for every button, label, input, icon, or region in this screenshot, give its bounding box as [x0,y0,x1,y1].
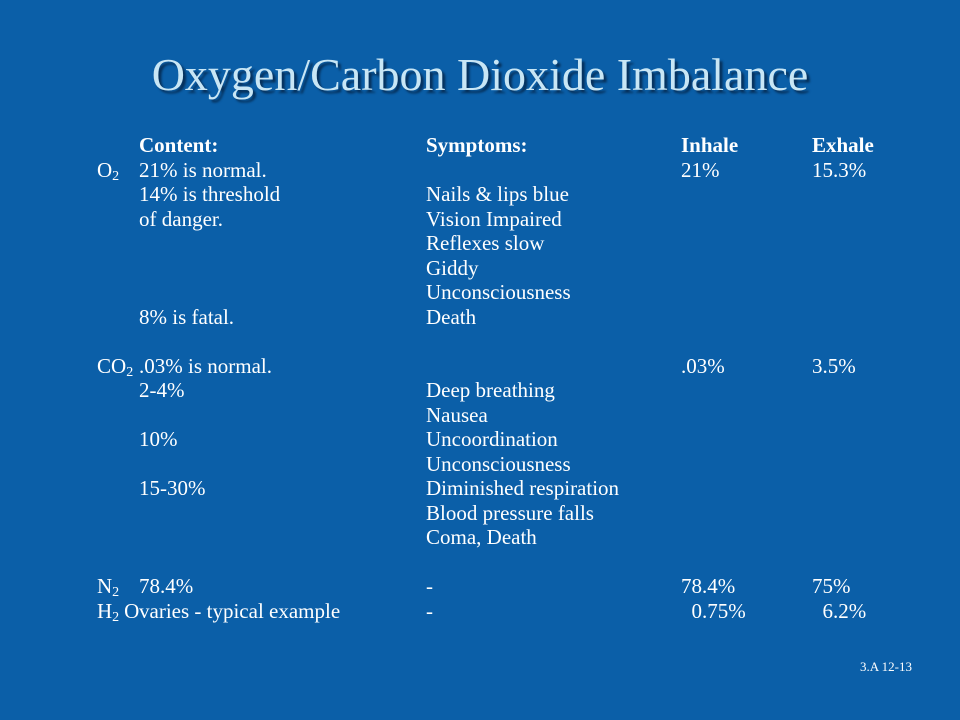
gas-subscript: 2 [112,585,120,600]
content-cell: 78.4% [139,574,194,598]
symptoms-cell: Uncoordination [426,427,558,451]
slide-title: Oxygen/Carbon Dioxide Imbalance [151,49,809,100]
symptoms-cell: Symptoms: [426,133,528,157]
inhale-cell: 21% [681,157,720,182]
gas-subscript: 2 [126,364,134,380]
symptoms-cell: Reflexes slow [426,231,545,255]
gas-subscript: 2 [112,168,120,184]
gas-symbol: H [97,598,113,623]
gas-symbol: N [97,574,113,598]
symptoms-cell: Coma, Death [426,525,537,549]
inhale-cell: 0.75% [681,598,746,623]
inhale-cell: Inhale [681,133,739,157]
symptoms-cell: - [426,598,433,623]
symptoms-cell: Unconsciousness [426,451,571,476]
gas-symbol: O [97,157,113,182]
symptoms-cell: Diminished respiration [426,476,620,500]
gas-cell: N2 [97,574,120,600]
content-cell: .03% is normal. [139,353,272,378]
inhale-cell: .03% [681,353,725,378]
symptoms-cell: Nails & lips blue [426,182,569,206]
symptoms-cell: Nausea [426,402,488,427]
inhale-cell: 78.4% [681,574,736,598]
content-cell: 14% is threshold [139,182,281,206]
symptoms-cell: Blood pressure falls [426,500,594,525]
exhale-cell: Exhale [812,133,874,157]
symptoms-cell: - [426,574,433,598]
symptoms-cell: Vision Impaired [426,206,562,231]
gas-suffix: O [124,598,140,623]
gas-subscript: 2 [112,609,120,625]
exhale-cell: 3.5% [812,353,856,378]
content-cell: 21% is normal. [139,157,267,182]
content-cell: Content: [139,133,219,157]
symptoms-cell: Unconsciousness [426,280,571,304]
content-cell: 15-30% [139,476,206,500]
exhale-cell: 15.3% [812,157,867,182]
content-cell: varies - typical example [139,598,341,623]
content-cell: of danger. [139,206,223,231]
slide-footer: 3.A 12-13 [860,659,912,674]
content-cell: 8% is fatal. [139,304,235,329]
exhale-cell: 75% [812,574,851,598]
gas-cell: H2 O [97,598,140,625]
symptoms-cell: Giddy [426,255,479,280]
gas-cell: CO2 [97,353,134,380]
symptoms-cell: Deep breathing [426,378,555,402]
gas-cell: O2 [97,157,120,184]
exhale-cell: 6.2% [812,598,867,623]
content-cell: 10% [139,427,178,451]
gas-symbol: CO [97,353,127,378]
symptoms-cell: Death [426,304,477,329]
content-cell: 2-4% [139,378,185,402]
